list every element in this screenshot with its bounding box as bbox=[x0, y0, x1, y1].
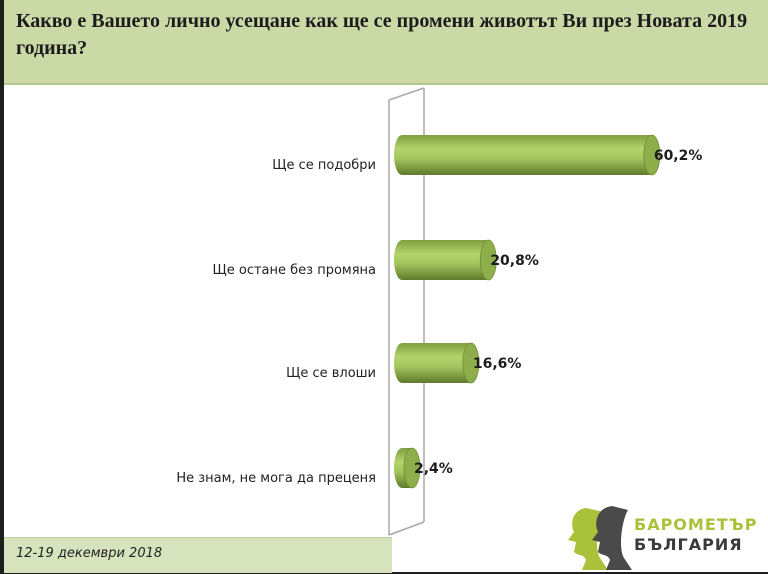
survey-date: 12-19 декември 2018 bbox=[16, 546, 163, 561]
category-label: Не знам, не мога да преценя bbox=[176, 471, 376, 486]
data-label: 60,2% bbox=[654, 148, 703, 164]
category-label: Ще се влоши bbox=[286, 366, 376, 381]
category-label: Ще остане без промяна bbox=[213, 263, 376, 278]
bar bbox=[394, 134, 661, 176]
bar bbox=[394, 342, 480, 384]
header: Какво е Вашето лично усещане как ще се п… bbox=[4, 0, 768, 85]
bar bbox=[394, 447, 421, 489]
bar bbox=[394, 239, 497, 281]
chart-frame: Какво е Вашето лично усещане как ще се п… bbox=[4, 0, 768, 573]
category-label: Ще се подобри bbox=[272, 158, 376, 173]
svg-text:БАРОМЕТЪР: БАРОМЕТЪР bbox=[634, 515, 757, 534]
chart-title: Какво е Вашето лично усещане как ще се п… bbox=[16, 10, 748, 59]
footer: 12-19 декември 2018 bbox=[4, 537, 392, 573]
svg-text:БЪЛГАРИЯ: БЪЛГАРИЯ bbox=[634, 535, 743, 554]
data-label: 20,8% bbox=[490, 253, 539, 269]
data-label: 16,6% bbox=[473, 356, 522, 372]
bar-chart: 60,2% Ще се подобри 20,8% Ще остане без про… bbox=[176, 87, 703, 536]
data-label: 2,4% bbox=[414, 461, 453, 477]
barometer-bulgaria-logo: БАРОМЕТЪР БЪЛГАРИЯ bbox=[568, 506, 757, 570]
